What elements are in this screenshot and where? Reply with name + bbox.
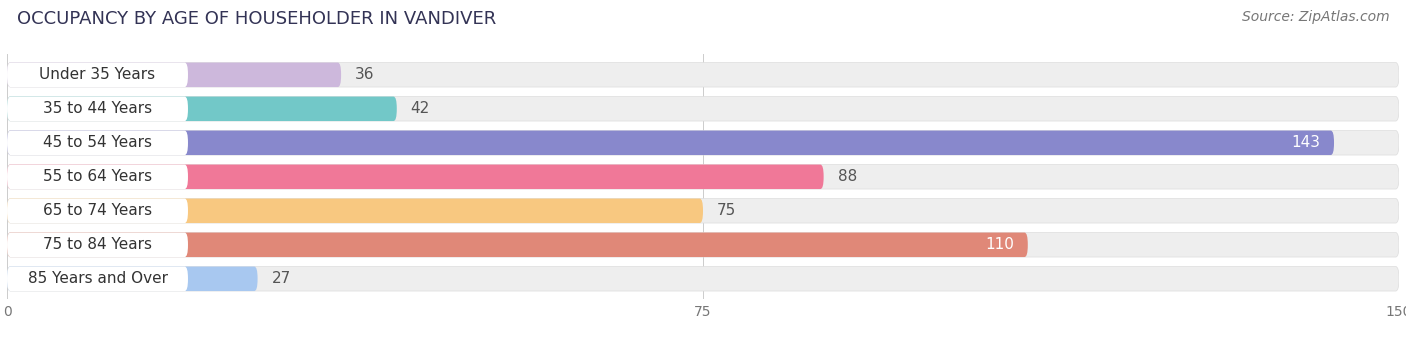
- FancyBboxPatch shape: [7, 233, 1399, 257]
- Text: 55 to 64 Years: 55 to 64 Years: [44, 169, 152, 184]
- FancyBboxPatch shape: [7, 165, 1399, 189]
- Text: OCCUPANCY BY AGE OF HOUSEHOLDER IN VANDIVER: OCCUPANCY BY AGE OF HOUSEHOLDER IN VANDI…: [17, 10, 496, 28]
- Text: 42: 42: [411, 101, 430, 116]
- FancyBboxPatch shape: [7, 97, 188, 121]
- FancyBboxPatch shape: [7, 199, 1399, 223]
- FancyBboxPatch shape: [7, 63, 342, 87]
- FancyBboxPatch shape: [7, 267, 1399, 291]
- Text: 75 to 84 Years: 75 to 84 Years: [44, 237, 152, 252]
- Text: 45 to 54 Years: 45 to 54 Years: [44, 135, 152, 150]
- Text: 85 Years and Over: 85 Years and Over: [28, 271, 167, 286]
- FancyBboxPatch shape: [7, 165, 824, 189]
- FancyBboxPatch shape: [7, 97, 396, 121]
- FancyBboxPatch shape: [7, 199, 703, 223]
- FancyBboxPatch shape: [7, 233, 188, 257]
- FancyBboxPatch shape: [7, 233, 1028, 257]
- Text: 88: 88: [838, 169, 856, 184]
- FancyBboxPatch shape: [7, 63, 1399, 87]
- Text: 35 to 44 Years: 35 to 44 Years: [44, 101, 152, 116]
- FancyBboxPatch shape: [7, 131, 1334, 155]
- Text: Source: ZipAtlas.com: Source: ZipAtlas.com: [1241, 10, 1389, 24]
- Text: 27: 27: [271, 271, 291, 286]
- FancyBboxPatch shape: [7, 131, 188, 155]
- FancyBboxPatch shape: [7, 267, 188, 291]
- FancyBboxPatch shape: [7, 131, 1399, 155]
- Text: Under 35 Years: Under 35 Years: [39, 67, 156, 82]
- FancyBboxPatch shape: [7, 63, 188, 87]
- Text: 110: 110: [986, 237, 1014, 252]
- Text: 65 to 74 Years: 65 to 74 Years: [44, 203, 152, 218]
- FancyBboxPatch shape: [7, 267, 257, 291]
- FancyBboxPatch shape: [7, 97, 1399, 121]
- FancyBboxPatch shape: [7, 165, 188, 189]
- FancyBboxPatch shape: [7, 199, 188, 223]
- Text: 36: 36: [354, 67, 374, 82]
- Text: 75: 75: [717, 203, 737, 218]
- Text: 143: 143: [1291, 135, 1320, 150]
